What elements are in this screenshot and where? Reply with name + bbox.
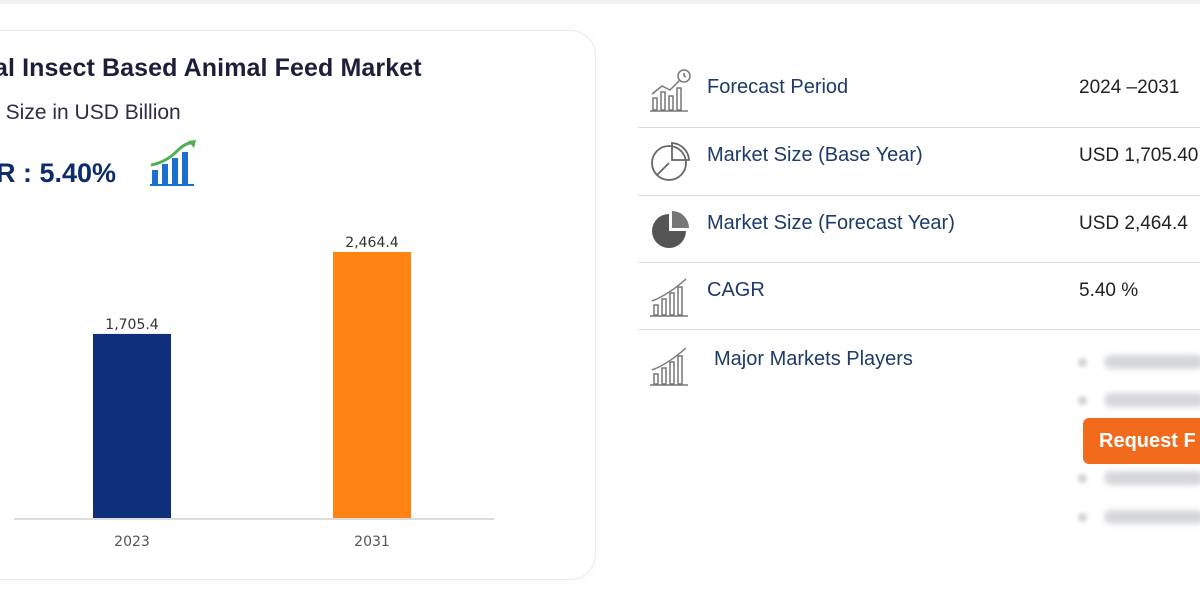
growth-chart-icon [650,278,688,317]
row-divider [638,127,1200,128]
info-label-forecast-period: Forecast Period [707,76,849,98]
info-label-major-players: Major Markets Players [714,348,913,370]
blurred-player-entry [1104,355,1200,369]
info-value-forecast-year: USD 2,464.4 [1079,213,1188,234]
pie-chart-outline-icon [651,142,690,181]
blurred-bullet [1078,474,1087,483]
chart-title: al Insect Based Animal Feed Market [0,54,422,82]
bar-chart: 1,705.4 2023 2,464.4 2031 [14,235,494,550]
info-value-forecast-period: 2024 –2031 [1079,77,1180,98]
info-row-forecast-period: Forecast Period 2024 –2031 [638,60,1200,128]
bar-value-label: 2,464.4 [345,235,399,251]
bar-chart-clock-icon [650,69,691,112]
info-row-forecast-year: Market Size (Forecast Year) USD 2,464.4 [638,196,1200,264]
info-row-cagr: CAGR 5.40 % [638,263,1200,331]
blurred-bullet [1078,396,1087,405]
info-label-cagr: CAGR [707,279,765,301]
x-tick-label: 2023 [114,534,150,550]
info-value-cagr: 5.40 % [1079,280,1139,301]
growth-chart-icon [650,347,688,386]
bar-2023 [93,333,171,518]
row-divider [638,262,1200,263]
pie-chart-filled-icon [652,211,689,248]
request-sample-button[interactable]: Request F [1083,418,1200,464]
top-divider [0,0,1200,4]
info-label-base-year: Market Size (Base Year) [707,144,923,166]
blurred-bullet [1078,358,1087,367]
chart-subtitle: t Size in USD Billion [0,101,181,124]
bar-2031 [333,252,411,518]
cagr-headline: R : 5.40% [0,158,117,188]
row-divider [638,329,1200,330]
blurred-player-entry [1104,393,1200,407]
x-tick-label: 2031 [354,534,390,550]
info-row-base-year: Market Size (Base Year) USD 1,705.40 [638,128,1200,196]
info-row-major-players: Major Markets Players [638,330,1200,398]
info-label-forecast-year: Market Size (Forecast Year) [707,212,955,234]
blurred-player-entry [1104,471,1200,485]
blurred-player-entry [1104,510,1200,524]
bar-value-label: 1,705.4 [105,317,159,333]
row-divider [638,195,1200,196]
growth-chart-icon [150,140,196,186]
info-value-base-year: USD 1,705.40 [1079,145,1199,166]
blurred-bullet [1078,513,1087,522]
